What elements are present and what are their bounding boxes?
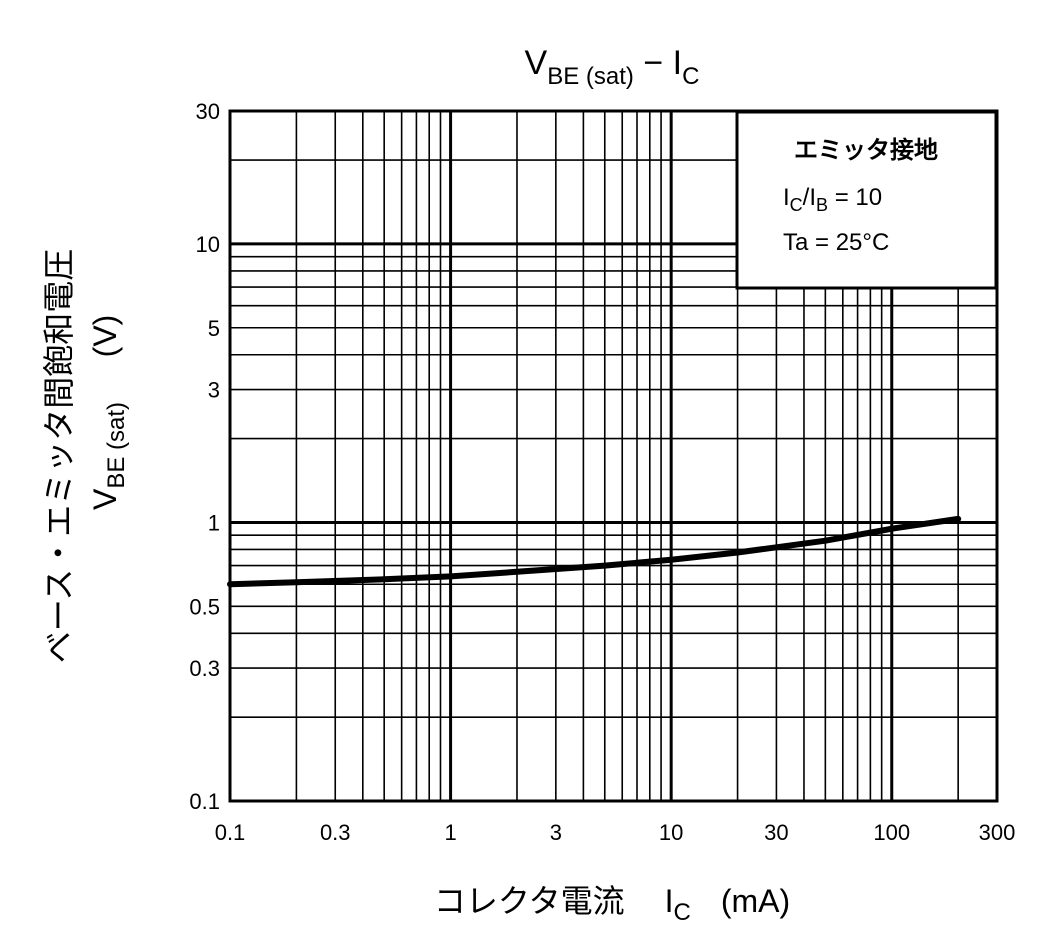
series-line bbox=[227, 515, 962, 588]
y-label-line1: ベース・エミッタ間飽和電圧 bbox=[41, 249, 77, 663]
plot-frame bbox=[228, 109, 999, 803]
title-sub: BE (sat) bbox=[547, 63, 634, 90]
cond-ic: I bbox=[783, 184, 790, 211]
x-tick-label: 30 bbox=[764, 820, 788, 845]
y-tick-label: 0.5 bbox=[189, 594, 220, 619]
y-label-v-sub: BE (sat) bbox=[103, 402, 130, 489]
x-tick-labels: 0.1 0.3 1 3 10 30 100 300 bbox=[215, 820, 1016, 845]
series-layer bbox=[227, 515, 962, 588]
y-axis-label: ベース・エミッタ間飽和電圧 VBE (sat) (V) bbox=[41, 249, 130, 663]
x-tick-label: 0.1 bbox=[215, 820, 246, 845]
x-tick-label: 1 bbox=[444, 820, 456, 845]
title-v: V bbox=[525, 44, 548, 82]
x-tick-label: 10 bbox=[659, 820, 683, 845]
y-tick-label: 30 bbox=[196, 99, 220, 124]
cond-ib-sub: B bbox=[816, 195, 828, 215]
x-tick-label: 300 bbox=[979, 820, 1016, 845]
x-tick-label: 0.3 bbox=[320, 820, 351, 845]
y-tick-label: 0.3 bbox=[189, 656, 220, 681]
x-label-text: コレクタ電流 bbox=[434, 883, 625, 919]
y-label-line2: VBE (sat) bbox=[87, 402, 130, 510]
x-tick-label: 3 bbox=[550, 820, 562, 845]
cond-ic-sub: C bbox=[790, 195, 803, 215]
x-axis-label: コレクタ電流 IC (mA) bbox=[434, 883, 790, 926]
x-label-symbol-sub: C bbox=[673, 899, 690, 926]
y-label-unit-fallback: (V) bbox=[87, 315, 123, 358]
y-label-v: V bbox=[87, 488, 123, 510]
condition-line3: Ta = 25°C bbox=[783, 229, 889, 256]
condition-line1: エミッタ接地 bbox=[794, 137, 938, 164]
y-tick-label: 5 bbox=[208, 316, 220, 341]
x-label-unit: (mA) bbox=[721, 883, 790, 919]
condition-box: エミッタ接地 IC/IB = 10 Ta = 25°C bbox=[735, 110, 998, 290]
y-tick-labels: 0.1 0.3 0.5 1 3 5 10 30 bbox=[189, 99, 220, 814]
y-tick-label: 3 bbox=[208, 378, 220, 403]
title-sub2: C bbox=[682, 63, 699, 90]
cond-ratio: = 10 bbox=[828, 184, 882, 211]
y-tick-label: 1 bbox=[208, 510, 220, 535]
x-label-symbol: I bbox=[665, 883, 674, 919]
cond-ib: /I bbox=[803, 184, 816, 211]
x-tick-label: 100 bbox=[873, 820, 910, 845]
y-tick-label: 0.1 bbox=[189, 789, 220, 814]
chart-title: VBE (sat) − IC bbox=[525, 44, 700, 90]
y-tick-label: 10 bbox=[196, 232, 220, 257]
title-sep: − I bbox=[634, 44, 682, 82]
condition-line2: IC/IB = 10 bbox=[783, 184, 882, 215]
